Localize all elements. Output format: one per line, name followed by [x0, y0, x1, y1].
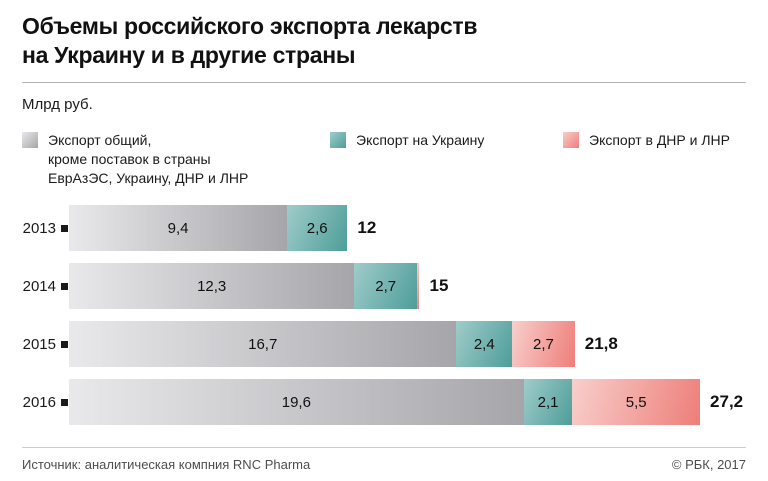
- bar-segment-total-export: 19,6: [69, 379, 524, 425]
- chart-row: 2016 19,6 2,1 5,5 27,2: [22, 379, 746, 425]
- infographic-page: Объемы российского экспорта лекарств на …: [22, 13, 746, 425]
- bar-segment-ukraine: 2,6: [287, 205, 348, 251]
- bar-segment-ukraine: 2,7: [354, 263, 417, 309]
- year-bullet-icon: [61, 282, 68, 290]
- chart-row: 2013 9,4 2,6 12: [22, 205, 746, 251]
- year-label: 2013: [22, 219, 56, 237]
- pink-swatch-icon: [563, 132, 579, 148]
- year-label: 2016: [22, 393, 56, 411]
- chart-legend: Экспорт общий, кроме поставок в страны Е…: [22, 131, 746, 189]
- bar-segment-ukraine: 2,4: [456, 321, 513, 367]
- source-note: Источник: аналитическая компния RNC Phar…: [22, 457, 311, 472]
- teal-swatch-icon: [330, 132, 346, 148]
- legend-label: Экспорт в ДНР и ЛНР: [589, 132, 730, 148]
- copyright-note: © РБК, 2017: [671, 457, 746, 472]
- legend-label: Экспорт общий, кроме поставок в страны Е…: [48, 132, 249, 186]
- bar-segment-dnr-lnr: 5,5: [572, 379, 701, 425]
- chart-row: 2014 12,3 2,7 15: [22, 263, 746, 309]
- bar-segment-ukraine: 2,1: [523, 379, 573, 425]
- bar-segment-total-export: 12,3: [69, 263, 355, 309]
- year-label: 2015: [22, 335, 56, 353]
- year-cell: 2014: [22, 278, 69, 295]
- year-bullet-icon: [61, 340, 68, 348]
- bar-group: 19,6 2,1 5,5: [69, 379, 701, 425]
- stacked-bar-chart: 2013 9,4 2,6 12 2014 12,3 2,7 15 2015 16,7…: [22, 205, 746, 425]
- total-value-label: 27,2: [710, 392, 744, 411]
- footer: Источник: аналитическая компния RNC Phar…: [22, 447, 746, 472]
- bar-segment-dnr-lnr: [416, 263, 420, 309]
- units-label: Млрд руб.: [22, 96, 93, 113]
- year-cell: 2013: [22, 220, 69, 237]
- bar-segment-dnr-lnr: 2,7: [512, 321, 575, 367]
- legend-item-total-export: Экспорт общий, кроме поставок в страны Е…: [22, 131, 248, 188]
- legend-label: Экспорт на Украину: [356, 132, 485, 148]
- page-title: Объемы российского экспорта лекарств на …: [22, 13, 478, 68]
- gray-swatch-icon: [22, 132, 38, 148]
- year-cell: 2016: [22, 394, 69, 411]
- bar-segment-total-export: 9,4: [69, 205, 288, 251]
- legend-item-dnr-lnr-export: Экспорт в ДНР и ЛНР: [563, 131, 730, 150]
- bar-group: 16,7 2,4 2,7: [69, 321, 575, 367]
- bar-group: 12,3 2,7: [69, 263, 420, 309]
- title-divider: [22, 82, 746, 83]
- bar-group: 9,4 2,6: [69, 205, 348, 251]
- total-value-label: 12: [357, 218, 377, 237]
- legend-item-ukraine-export: Экспорт на Украину: [330, 131, 484, 150]
- chart-row: 2015 16,7 2,4 2,7 21,8: [22, 321, 746, 367]
- year-label: 2014: [22, 277, 56, 295]
- total-value-label: 21,8: [584, 334, 618, 353]
- year-bullet-icon: [61, 398, 68, 406]
- year-cell: 2015: [22, 336, 69, 353]
- total-value-label: 15: [429, 276, 449, 295]
- year-bullet-icon: [61, 224, 68, 232]
- bar-segment-total-export: 16,7: [69, 321, 457, 367]
